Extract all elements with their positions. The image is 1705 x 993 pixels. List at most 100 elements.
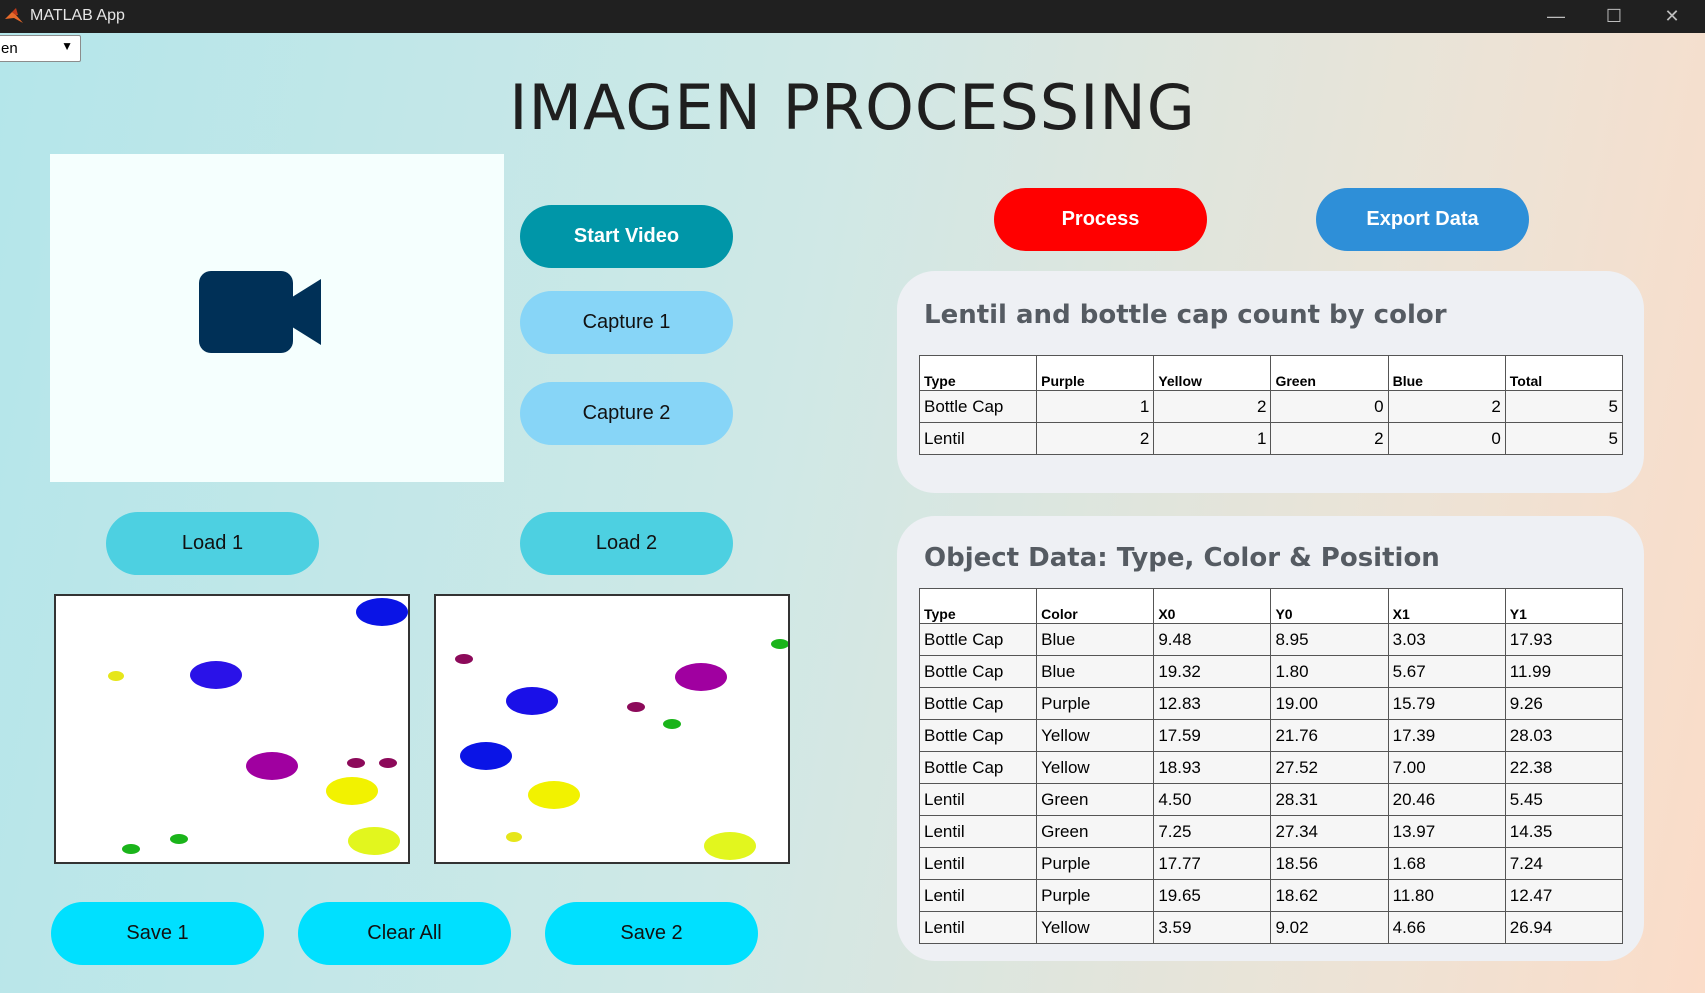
object-panel-title: Object Data: Type, Color & Position	[924, 543, 1440, 573]
table-cell: Green	[1036, 815, 1155, 848]
table-cell: 12.83	[1153, 687, 1272, 720]
table-cell: 1	[1036, 390, 1155, 423]
table-cell: 19.00	[1270, 687, 1389, 720]
table-cell: Bottle Cap	[918, 751, 1038, 784]
yellow-bottle-cap	[704, 832, 756, 860]
table-row[interactable]: Lentil Purple 19.65 18.62 11.80 12.47	[918, 879, 1624, 912]
green-lentil	[122, 844, 140, 854]
table-cell: Bottle Cap	[918, 687, 1038, 720]
table-cell: 12.47	[1504, 879, 1624, 912]
save-1-button[interactable]: Save 1	[51, 902, 264, 965]
column-header[interactable]: Green	[1270, 355, 1389, 391]
table-row[interactable]: Bottle Cap Purple 12.83 19.00 15.79 9.26	[918, 687, 1624, 720]
table-cell: 3.59	[1153, 911, 1272, 944]
table-cell: 18.93	[1153, 751, 1272, 784]
table-cell: 9.02	[1270, 911, 1389, 944]
matlab-logo-icon	[5, 8, 23, 23]
load-2-button[interactable]: Load 2	[520, 512, 733, 575]
table-cell: 18.62	[1270, 879, 1389, 912]
column-header[interactable]: Color	[1036, 588, 1155, 624]
clear-all-button[interactable]: Clear All	[298, 902, 511, 965]
table-cell: 2	[1387, 390, 1506, 423]
blue-bottle-cap	[190, 661, 242, 689]
language-value: en	[1, 40, 18, 57]
table-cell: 20.46	[1387, 783, 1506, 816]
column-header[interactable]: X1	[1387, 588, 1506, 624]
column-header[interactable]: Y1	[1504, 588, 1624, 624]
capture-2-button[interactable]: Capture 2	[520, 382, 733, 445]
table-cell: Bottle Cap	[918, 390, 1038, 423]
column-header[interactable]: Purple	[1036, 355, 1155, 391]
table-cell: 11.99	[1504, 655, 1624, 688]
table-row[interactable]: Bottle Cap Blue 19.32 1.80 5.67 11.99	[918, 655, 1624, 688]
table-cell: Purple	[1036, 687, 1155, 720]
table-cell: Lentil	[918, 911, 1038, 944]
table-cell: Bottle Cap	[918, 655, 1038, 688]
table-row[interactable]: Lentil Green 7.25 27.34 13.97 14.35	[918, 815, 1624, 848]
table-cell: Green	[1036, 783, 1155, 816]
column-header[interactable]: Type	[918, 588, 1038, 624]
table-cell: Blue	[1036, 623, 1155, 656]
minimize-button[interactable]: —	[1547, 6, 1565, 26]
video-preview	[50, 154, 504, 482]
table-row[interactable]: Bottle Cap Yellow 17.59 21.76 17.39 28.03	[918, 719, 1624, 752]
language-dropdown[interactable]: en ▼	[0, 35, 81, 62]
table-cell: 5.67	[1387, 655, 1506, 688]
app-canvas: en ▼ IMAGEN PROCESSING Start Video Captu…	[0, 33, 1705, 993]
table-row[interactable]: Bottle Cap Yellow 18.93 27.52 7.00 22.38	[918, 751, 1624, 784]
table-cell: Lentil	[918, 815, 1038, 848]
start-video-button[interactable]: Start Video	[520, 205, 733, 268]
table-row[interactable]: Lentil Purple 17.77 18.56 1.68 7.24	[918, 847, 1624, 880]
table-cell: Lentil	[918, 783, 1038, 816]
object-table-body: Bottle Cap Blue 9.48 8.95 3.03 17.93 Bottle Ca…	[918, 623, 1624, 944]
maximize-button[interactable]: ☐	[1605, 6, 1623, 26]
table-cell: Purple	[1036, 879, 1155, 912]
column-header[interactable]: Y0	[1270, 588, 1389, 624]
column-header[interactable]: Total	[1504, 355, 1624, 391]
table-cell: 17.59	[1153, 719, 1272, 752]
table-cell: 4.66	[1387, 911, 1506, 944]
table-cell: 0	[1270, 390, 1389, 423]
table-cell: Yellow	[1036, 911, 1155, 944]
object-table-header: Type Color X0 Y0 X1 Y1	[918, 588, 1624, 624]
table-row[interactable]: Lentil 2 1 2 0 5	[918, 422, 1624, 455]
object-data-panel: Object Data: Type, Color & Position Type…	[897, 516, 1644, 961]
column-header[interactable]: Yellow	[1153, 355, 1272, 391]
table-cell: 17.39	[1387, 719, 1506, 752]
column-header[interactable]: Type	[918, 355, 1038, 391]
table-cell: Blue	[1036, 655, 1155, 688]
table-cell: 17.77	[1153, 847, 1272, 880]
object-data-table[interactable]: Type Color X0 Y0 X1 Y1 Bottle Cap Blue 9.4…	[918, 588, 1624, 944]
table-cell: Lentil	[918, 879, 1038, 912]
window-title-bar: MATLAB App — ☐ ✕	[0, 0, 1705, 33]
close-button[interactable]: ✕	[1664, 6, 1680, 26]
table-cell: 0	[1387, 422, 1506, 455]
table-cell: 22.38	[1504, 751, 1624, 784]
table-row[interactable]: Bottle Cap 1 2 0 2 5	[918, 390, 1624, 423]
table-cell: 1	[1153, 422, 1272, 455]
count-table-header: Type Purple Yellow Green Blue Total	[918, 355, 1624, 391]
load-1-button[interactable]: Load 1	[106, 512, 319, 575]
table-cell: 1.68	[1387, 847, 1506, 880]
green-lentil	[771, 639, 788, 649]
save-2-button[interactable]: Save 2	[545, 902, 758, 965]
blue-bottle-cap	[460, 742, 512, 770]
export-data-button[interactable]: Export Data	[1316, 188, 1529, 251]
table-cell: 19.65	[1153, 879, 1272, 912]
green-lentil	[170, 834, 188, 844]
page-title: IMAGEN PROCESSING	[509, 71, 1196, 144]
table-row[interactable]: Lentil Yellow 3.59 9.02 4.66 26.94	[918, 911, 1624, 944]
table-cell: 11.80	[1387, 879, 1506, 912]
capture-1-button[interactable]: Capture 1	[520, 291, 733, 354]
process-button[interactable]: Process	[994, 188, 1207, 251]
table-row[interactable]: Bottle Cap Blue 9.48 8.95 3.03 17.93	[918, 623, 1624, 656]
column-header[interactable]: X0	[1153, 588, 1272, 624]
table-cell: 17.93	[1504, 623, 1624, 656]
table-cell: Bottle Cap	[918, 719, 1038, 752]
image-1-canvas	[108, 598, 408, 855]
green-lentil	[663, 719, 681, 729]
table-cell: Lentil	[918, 847, 1038, 880]
table-row[interactable]: Lentil Green 4.50 28.31 20.46 5.45	[918, 783, 1624, 816]
image-1-panel	[54, 594, 410, 864]
column-header[interactable]: Blue	[1387, 355, 1506, 391]
